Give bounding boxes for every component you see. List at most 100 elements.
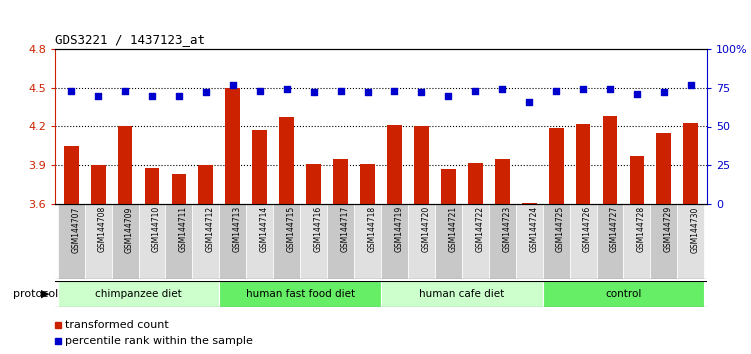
- Text: GSM144719: GSM144719: [394, 206, 403, 252]
- Text: GSM144728: GSM144728: [637, 206, 646, 252]
- Bar: [462, 204, 489, 279]
- Point: [685, 82, 697, 87]
- Point: [173, 93, 185, 98]
- Bar: [408, 204, 435, 279]
- Text: GSM144722: GSM144722: [475, 206, 484, 252]
- Bar: [549, 128, 563, 204]
- Bar: [623, 204, 650, 279]
- Bar: [569, 204, 596, 279]
- Bar: [327, 204, 354, 279]
- Bar: [543, 281, 704, 307]
- Bar: [306, 164, 321, 204]
- Text: GSM144721: GSM144721: [448, 206, 457, 252]
- Point: [631, 91, 643, 97]
- Bar: [273, 204, 300, 279]
- Bar: [656, 133, 671, 204]
- Point: [496, 86, 508, 92]
- Text: GSM144712: GSM144712: [206, 206, 215, 252]
- Point: [415, 90, 427, 95]
- Text: GSM144726: GSM144726: [583, 206, 592, 252]
- Point: [65, 88, 77, 94]
- Text: control: control: [605, 289, 641, 299]
- Bar: [219, 204, 246, 279]
- Text: GSM144720: GSM144720: [421, 206, 430, 252]
- Text: GSM144707: GSM144707: [71, 206, 80, 253]
- Bar: [64, 146, 79, 204]
- Bar: [543, 204, 569, 279]
- Point: [550, 88, 562, 94]
- Bar: [112, 204, 138, 279]
- Point: [119, 88, 131, 94]
- Text: GSM144730: GSM144730: [691, 206, 700, 253]
- Point: [388, 88, 400, 94]
- Bar: [677, 204, 704, 279]
- Point: [604, 86, 616, 92]
- Bar: [522, 203, 537, 204]
- Text: GSM144711: GSM144711: [179, 206, 188, 252]
- Bar: [219, 281, 381, 307]
- Bar: [414, 126, 429, 204]
- Bar: [602, 116, 617, 204]
- Text: GDS3221 / 1437123_at: GDS3221 / 1437123_at: [55, 33, 205, 46]
- Text: GSM144717: GSM144717: [341, 206, 349, 252]
- Text: GSM144725: GSM144725: [556, 206, 565, 252]
- Point: [469, 88, 481, 94]
- Text: protocol: protocol: [13, 289, 59, 299]
- Bar: [252, 130, 267, 204]
- Point: [523, 99, 535, 104]
- Point: [92, 93, 104, 98]
- Bar: [55, 338, 61, 344]
- Text: human fast food diet: human fast food diet: [246, 289, 354, 299]
- Point: [281, 86, 293, 92]
- Bar: [489, 204, 516, 279]
- Text: GSM144716: GSM144716: [314, 206, 323, 252]
- Bar: [246, 204, 273, 279]
- Text: GSM144723: GSM144723: [502, 206, 511, 252]
- Text: GSM144710: GSM144710: [152, 206, 161, 252]
- Text: GSM144713: GSM144713: [233, 206, 242, 252]
- Bar: [435, 204, 462, 279]
- Bar: [192, 204, 219, 279]
- Bar: [198, 165, 213, 204]
- Text: ▶: ▶: [41, 289, 50, 299]
- Text: human cafe diet: human cafe diet: [419, 289, 505, 299]
- Bar: [516, 204, 543, 279]
- Bar: [300, 204, 327, 279]
- Text: GSM144727: GSM144727: [610, 206, 619, 252]
- Text: GSM144714: GSM144714: [260, 206, 269, 252]
- Bar: [91, 165, 106, 204]
- Bar: [333, 159, 348, 204]
- Point: [254, 88, 266, 94]
- Bar: [468, 163, 483, 204]
- Text: GSM144708: GSM144708: [98, 206, 107, 252]
- Bar: [55, 322, 61, 328]
- Point: [146, 93, 158, 98]
- Bar: [576, 124, 590, 204]
- Bar: [225, 88, 240, 204]
- Bar: [58, 204, 85, 279]
- Text: chimpanzee diet: chimpanzee diet: [95, 289, 182, 299]
- Text: GSM144715: GSM144715: [287, 206, 296, 252]
- Point: [658, 90, 670, 95]
- Point: [361, 90, 373, 95]
- Text: transformed count: transformed count: [65, 320, 169, 330]
- Bar: [387, 125, 402, 204]
- Bar: [145, 168, 159, 204]
- Bar: [683, 122, 698, 204]
- Text: GSM144724: GSM144724: [529, 206, 538, 252]
- Bar: [85, 204, 112, 279]
- Bar: [495, 159, 510, 204]
- Point: [200, 90, 212, 95]
- Bar: [650, 204, 677, 279]
- Bar: [171, 174, 186, 204]
- Text: percentile rank within the sample: percentile rank within the sample: [65, 336, 253, 346]
- Point: [442, 93, 454, 98]
- Point: [227, 82, 239, 87]
- Point: [335, 88, 347, 94]
- Text: GSM144718: GSM144718: [367, 206, 376, 252]
- Text: GSM144709: GSM144709: [125, 206, 134, 253]
- Bar: [279, 118, 294, 204]
- Bar: [118, 126, 132, 204]
- Bar: [381, 204, 408, 279]
- Bar: [165, 204, 192, 279]
